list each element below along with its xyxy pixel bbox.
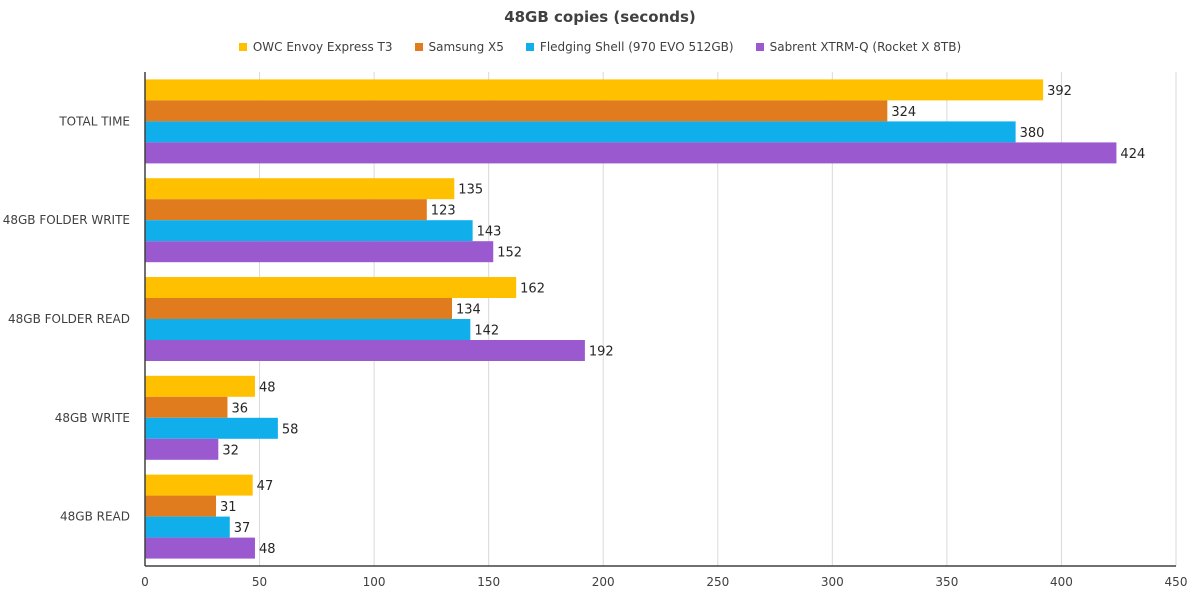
category-label: 48GB WRITE (55, 411, 130, 425)
data-label: 392 (1047, 84, 1072, 99)
data-label: 143 (477, 225, 502, 240)
bar (145, 319, 471, 340)
bar (145, 220, 473, 242)
x-tick-label: 450 (1165, 575, 1188, 589)
bar (145, 417, 278, 439)
bar (145, 79, 1044, 101)
data-label: 152 (497, 246, 522, 261)
data-label: 424 (1120, 147, 1145, 162)
category-label: 48GB READ (60, 510, 130, 524)
data-label: 36 (231, 401, 248, 416)
data-label: 134 (456, 303, 481, 318)
legend-swatch (525, 43, 534, 51)
data-label: 324 (891, 105, 916, 120)
data-label: 47 (257, 479, 274, 494)
bar (145, 100, 888, 122)
bar (145, 516, 230, 538)
x-tick-label: 150 (477, 575, 500, 589)
legend-swatch (755, 43, 764, 51)
bar (145, 474, 253, 496)
bar (145, 375, 255, 397)
data-label: 37 (234, 521, 251, 536)
legend-item: Sabrent XTRM-Q (Rocket X 8TB) (755, 40, 962, 54)
x-tick-label: 100 (363, 575, 386, 589)
data-label: 162 (520, 282, 545, 297)
legend-swatch (238, 43, 247, 51)
bar (145, 241, 494, 263)
data-label: 123 (431, 204, 456, 219)
legend-item: Fledging Shell (970 EVO 512GB) (525, 40, 734, 54)
legend-label: Sabrent XTRM-Q (Rocket X 8TB) (769, 40, 962, 54)
bar (145, 121, 1016, 143)
legend-label: Fledging Shell (970 EVO 512GB) (539, 40, 734, 54)
category-label: 48GB FOLDER WRITE (3, 213, 130, 227)
bar (145, 495, 217, 517)
x-tick-label: 50 (252, 575, 267, 589)
bar (145, 178, 455, 200)
bar (145, 142, 1117, 164)
category-label: TOTAL TIME (58, 114, 130, 128)
legend: OWC Envoy Express T3 Samsung X5 Fledging S… (0, 40, 1200, 54)
legend-swatch (414, 43, 423, 51)
chart-title: 48GB copies (seconds) (504, 8, 696, 26)
bar (145, 298, 453, 319)
x-tick-label: 300 (821, 575, 844, 589)
legend-label: Samsung X5 (428, 40, 504, 54)
bar (145, 438, 219, 460)
bar (145, 396, 228, 418)
bar (145, 537, 255, 559)
data-label: 32 (222, 443, 239, 458)
category-label: 48GB FOLDER READ (8, 312, 130, 326)
data-label: 31 (220, 500, 237, 515)
data-label: 48 (259, 380, 276, 395)
data-label: 380 (1020, 126, 1045, 141)
data-label: 48 (259, 542, 276, 557)
bar (145, 199, 427, 221)
x-tick-label: 400 (1050, 575, 1073, 589)
x-tick-label: 350 (935, 575, 958, 589)
data-label: 58 (282, 422, 299, 437)
bar (145, 340, 585, 361)
data-label: 192 (589, 345, 614, 360)
data-label: 135 (458, 183, 483, 198)
legend-item: OWC Envoy Express T3 (238, 40, 393, 54)
x-tick-label: 0 (141, 575, 149, 589)
x-tick-label: 200 (592, 575, 615, 589)
x-tick-label: 250 (706, 575, 729, 589)
data-label: 142 (474, 324, 499, 339)
bar (145, 277, 517, 298)
legend-item: Samsung X5 (414, 40, 504, 54)
legend-label: OWC Envoy Express T3 (252, 40, 393, 54)
